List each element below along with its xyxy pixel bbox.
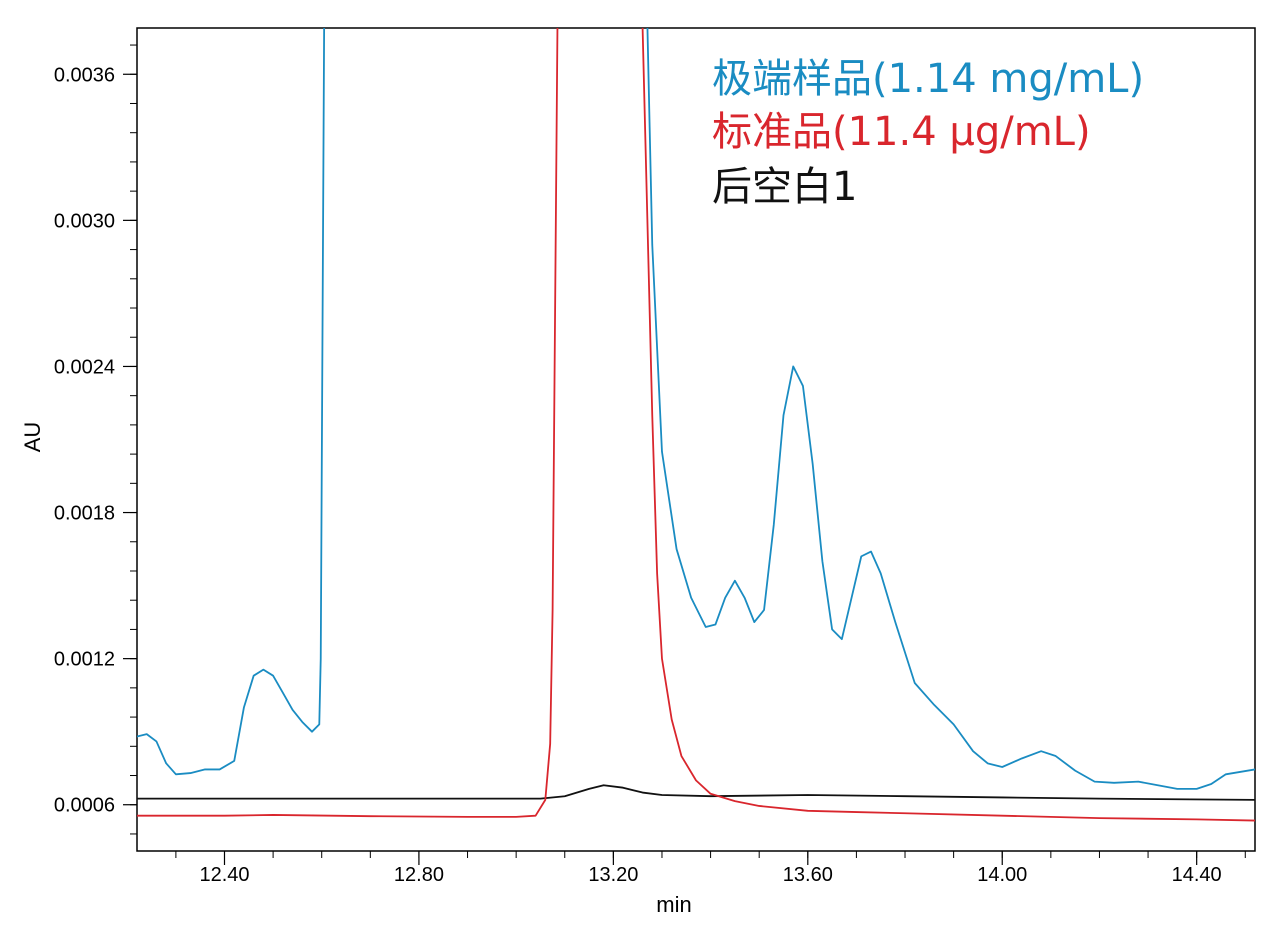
x-tick-label: 13.60 — [783, 864, 833, 886]
series-line-blank — [137, 784, 1255, 801]
legend: 极端样品(1.14 mg/mL) 标准品(11.4 μg/mL) 后空白1 — [712, 56, 1144, 210]
y-tick-label: 0.0006 — [54, 795, 115, 817]
y-tick-label: 0.0018 — [54, 503, 115, 525]
x-axis-title: min — [656, 892, 691, 917]
x-axis-ticks: 12.40 12.80 13.20 13.60 14.00 14.40 — [175, 851, 1246, 886]
x-tick-label: 12.80 — [394, 864, 444, 886]
x-tick-label: 14.00 — [977, 864, 1027, 886]
legend-entry-blank: 后空白1 — [712, 164, 857, 210]
series-layer — [137, 28, 1255, 822]
series-line-standard — [137, 28, 1255, 822]
legend-entry-sample: 极端样品(1.14 mg/mL) — [712, 56, 1144, 102]
y-axis-title: AU — [20, 422, 45, 453]
x-tick-label: 12.40 — [199, 864, 249, 886]
y-tick-label: 0.0030 — [54, 210, 115, 232]
y-tick-label: 0.0036 — [54, 64, 115, 86]
plot-frame — [136, 27, 1256, 852]
y-axis-ticks: 0.0006 0.0012 0.0018 0.0024 0.0030 0.0036 — [54, 44, 137, 835]
y-tick-label: 0.0012 — [54, 649, 115, 671]
series-line-sample — [137, 28, 1255, 790]
x-tick-label: 14.40 — [1172, 864, 1222, 886]
x-tick-label: 13.20 — [588, 864, 638, 886]
y-tick-label: 0.0024 — [54, 356, 115, 378]
legend-entry-standard: 标准品(11.4 μg/mL) — [712, 109, 1091, 155]
